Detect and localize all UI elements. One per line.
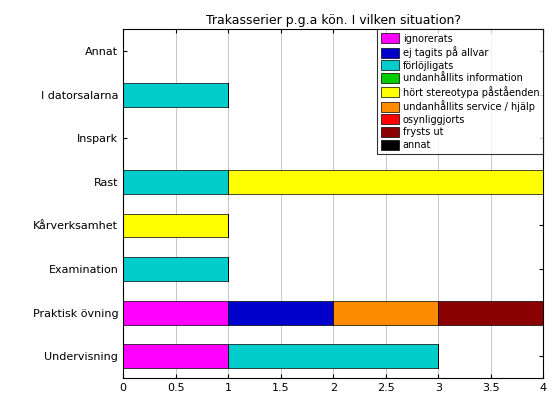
Bar xyxy=(123,344,228,368)
Bar xyxy=(123,301,228,325)
Bar xyxy=(333,301,438,325)
Bar xyxy=(123,257,228,281)
Bar xyxy=(228,301,333,325)
Bar xyxy=(123,213,228,237)
Title: Trakasserier p.g.a kön. I vilken situation?: Trakasserier p.g.a kön. I vilken situati… xyxy=(206,14,461,27)
Bar xyxy=(438,301,543,325)
Bar xyxy=(228,344,438,368)
Legend: ignorerats, ej tagits på allvar, förlöjligats, undanhållits information, hört st: ignorerats, ej tagits på allvar, förlöjl… xyxy=(377,29,543,154)
Bar xyxy=(123,170,228,194)
Bar xyxy=(228,170,543,194)
Bar xyxy=(123,83,228,107)
